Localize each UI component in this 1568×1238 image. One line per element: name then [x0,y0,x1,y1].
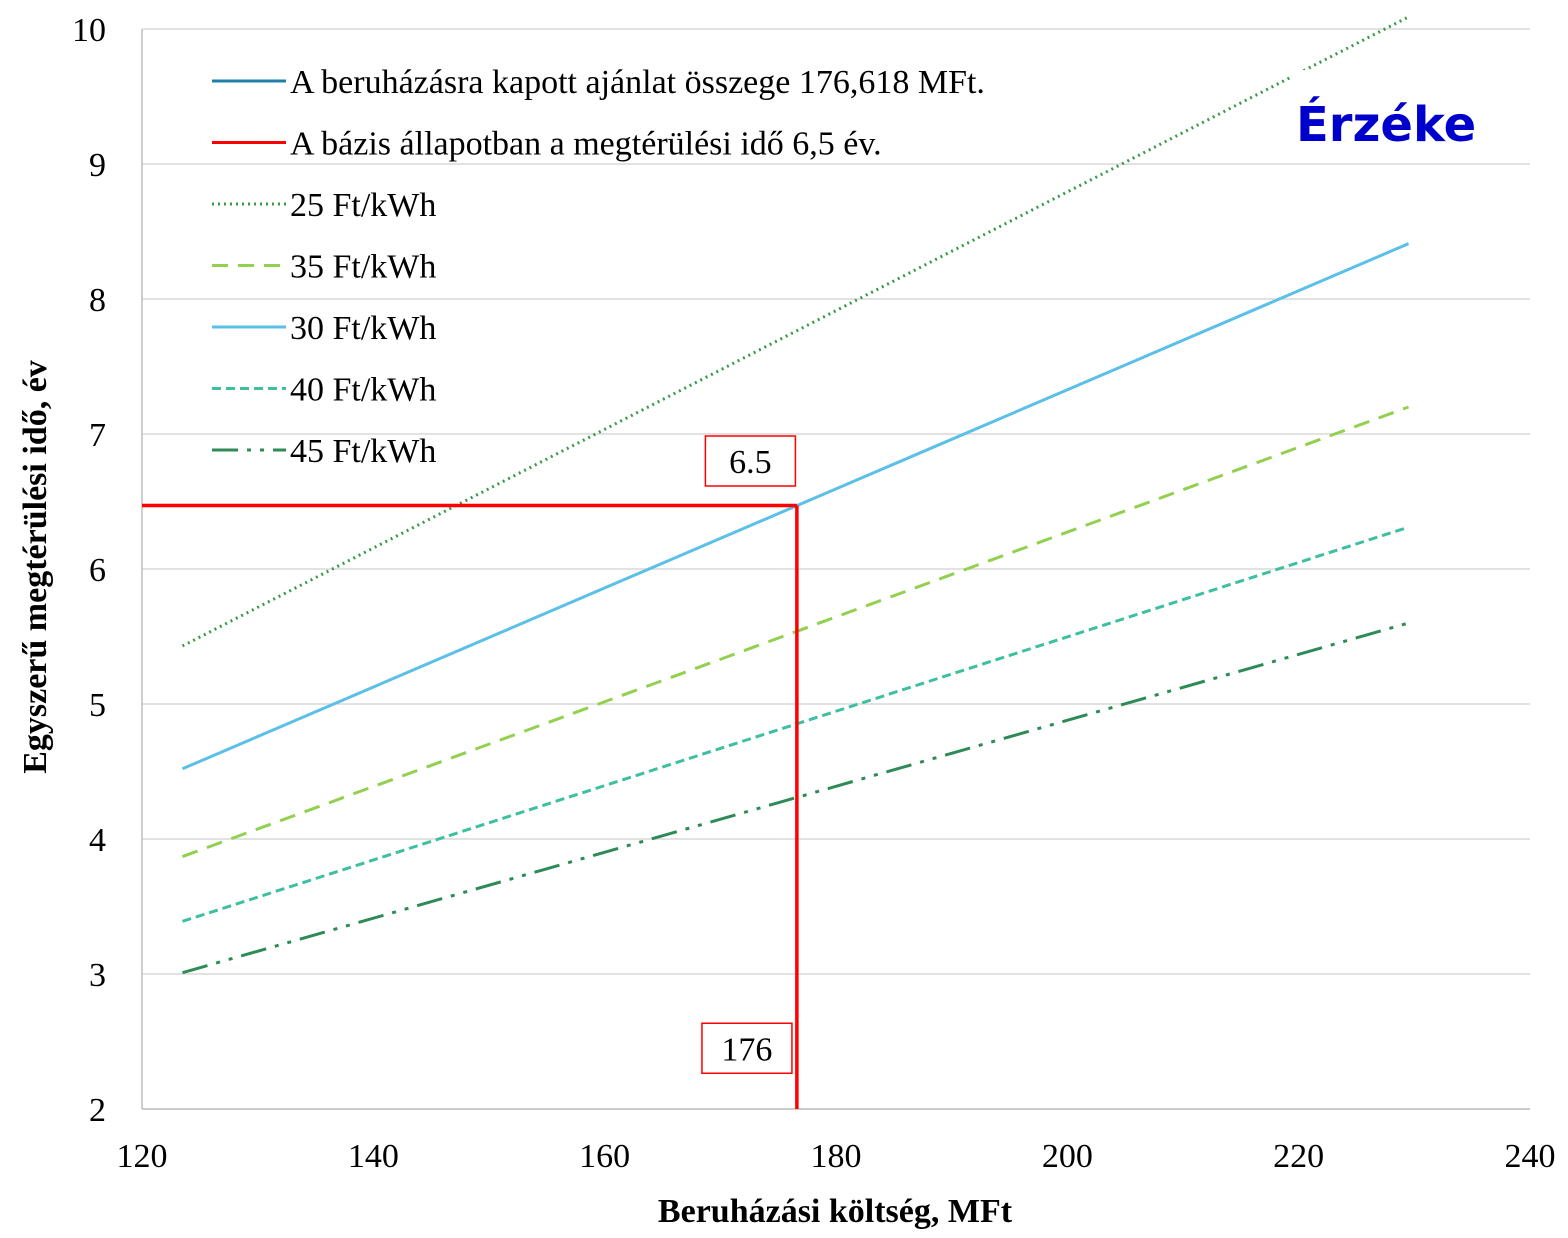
legend-label-7: 45 Ft/kWh [290,433,436,470]
x-tick-label-220: 220 [1273,1138,1324,1175]
y-axis-title: Egyszerű megtérülési idő, év [17,360,54,774]
x-tick-label-120: 120 [117,1138,168,1175]
reference-lines [142,503,799,1109]
corner-title-fragment: Érzéke [1296,96,1476,153]
annotation-label-1: 6.5 [729,444,772,481]
series-line-25-ft-kwh [181,15,1410,648]
corner-text-backdrop [1290,70,1568,162]
y-tick-label-5: 5 [89,687,106,724]
annotation-box-1 [704,435,797,487]
legend-label-1: A beruházásra kapott ajánlat összege 176… [290,64,985,101]
annotation-box-2 [701,1022,793,1074]
y-tick-label-8: 8 [89,282,106,319]
y-tick-label-6: 6 [89,552,106,589]
legend: A beruházásra kapott ajánlat összege 176… [212,64,985,470]
y-tick-label-10: 10 [72,12,106,49]
y-tick-label-9: 9 [89,147,106,184]
annotation-label-2: 176 [721,1031,772,1068]
y-tick-label-4: 4 [89,822,106,859]
series-line-45-ft-kwh [182,621,1409,975]
series-line-40-ft-kwh [182,525,1410,923]
x-tick-label-240: 240 [1505,1138,1556,1175]
y-tick-label-7: 7 [89,417,106,454]
y-tick-label-2: 2 [89,1092,106,1129]
x-tick-label-180: 180 [811,1138,862,1175]
y-tick-label-3: 3 [89,957,106,994]
x-axis-title: Beruházási költség, MFt [658,1193,1013,1230]
legend-label-4: 35 Ft/kWh [290,249,436,286]
tick-labels: 2 3 4 5 6 7 8 9 10 120 140 160 180 200 220 240 [72,12,1556,1175]
legend-label-2: A bázis állapotban a megtérülési idő 6,5… [290,126,882,163]
legend-label-5: 30 Ft/kWh [290,310,436,347]
x-tick-label-200: 200 [1042,1138,1093,1175]
annotations: 6.5 176 [701,435,797,1074]
legend-label-3: 25 Ft/kWh [290,187,436,224]
legend-label-6: 40 Ft/kWh [290,372,436,409]
x-tick-label-140: 140 [348,1138,399,1175]
axes [141,29,1530,1110]
x-tick-label-160: 160 [579,1138,630,1175]
